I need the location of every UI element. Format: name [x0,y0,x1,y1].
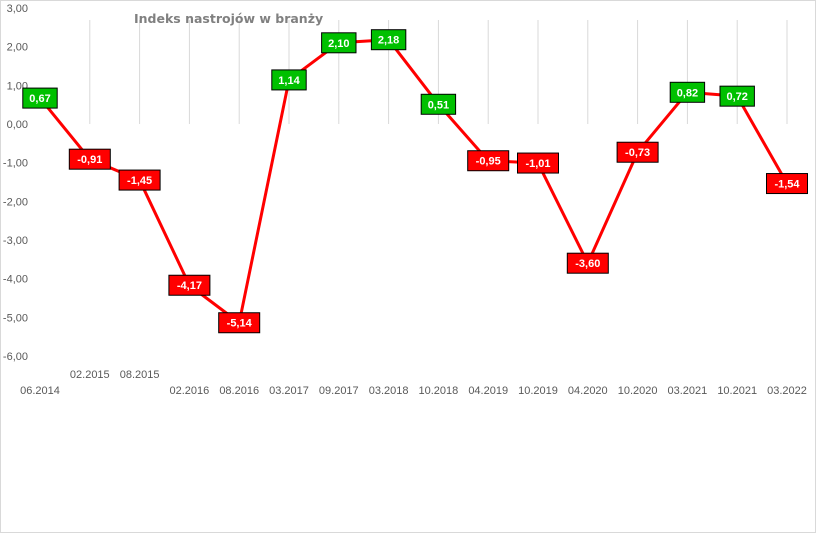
x-tick-label: 10.2020 [618,385,658,397]
series-line [38,38,789,325]
x-tick-label: 06.2014 [20,385,60,397]
x-tick-label: 03.2017 [269,385,309,397]
data-label-text: -1,01 [525,158,550,170]
data-label: 0,72 [719,85,755,107]
data-label-text: -1,45 [127,175,152,187]
data-label: -1,45 [118,169,161,191]
data-label-text: 2,18 [378,35,399,47]
data-label: -1,54 [766,173,808,195]
data-label: -0,73 [616,141,659,163]
y-tick-label: -5,00 [3,312,28,324]
x-tick-label: 03.2022 [767,385,807,397]
data-label: -4,17 [168,274,211,296]
chart-title: Indeks nastrojów w branży [134,11,323,26]
x-tick-label: 02.2015 [70,369,110,381]
y-tick-label: -4,00 [3,274,28,286]
data-label-text: -0,91 [77,154,102,166]
data-label-box [370,29,407,51]
y-tick-label: -1,00 [3,158,28,170]
data-label-text: 0,82 [677,87,698,99]
data-label-box [669,81,706,103]
data-label-box [168,274,211,296]
data-label-box [616,141,659,163]
data-label: -1,01 [517,152,559,174]
data-label: -5,14 [218,312,261,334]
x-tick-label: 03.2021 [668,385,708,397]
data-label: 1,14 [271,69,307,91]
y-tick-label: -3,00 [3,235,28,247]
gridlines [89,20,788,124]
data-label: 0,67 [22,87,58,109]
y-tick-label: -6,00 [3,351,28,363]
x-tick-label: 08.2016 [219,385,259,397]
y-axis-ticks: 3,002,001,000,00-1,00-2,00-3,00-4,00-5,0… [3,3,28,363]
data-label-text: 2,10 [328,38,349,50]
data-label-box [517,152,559,174]
x-tick-label: 04.2019 [468,385,508,397]
x-tick-label: 10.2021 [717,385,757,397]
data-label: 0,82 [669,81,706,103]
data-label-box [566,252,609,274]
data-label-box [218,312,261,334]
y-tick-label: 2,00 [7,42,28,54]
data-labels: 0,67 -0,91 -1,45 -4,17 -5,14 1,14 2,10 2,18 0,51… [22,29,808,334]
x-axis-ticks: 06.2014 02.2015 08.2015 02.2016 08.2016 03.20… [20,369,807,397]
x-tick-label: 10.2018 [419,385,459,397]
data-label-box [118,169,161,191]
x-tick-label: 04.2020 [568,385,608,397]
x-tick-label: 03.2018 [369,385,409,397]
x-tick-label: 02.2016 [170,385,210,397]
x-tick-label: 08.2015 [120,369,160,381]
series-polyline [38,38,789,325]
data-label-text: -0,95 [476,156,501,168]
data-label: 0,51 [420,93,457,115]
x-tick-label: 09.2017 [319,385,359,397]
data-label-text: 0,67 [29,93,50,105]
data-label-box [68,148,111,170]
data-label-text: -1,54 [774,179,800,191]
data-label-text: 0,51 [428,99,449,111]
data-label-box [22,87,58,109]
data-label-box [467,150,510,172]
data-label: -0,95 [467,150,510,172]
data-label: 2,10 [321,32,357,54]
data-label: -3,60 [566,252,609,274]
y-tick-label: 3,00 [7,3,28,15]
y-tick-label: -2,00 [3,196,28,208]
y-tick-label: 0,00 [7,119,28,131]
x-tick-label: 10.2019 [518,385,558,397]
data-label: -0,91 [68,148,111,170]
data-label-box [321,32,357,54]
data-label-text: 0,72 [726,91,747,103]
data-label-text: -4,17 [177,280,202,292]
data-label-text: 1,14 [278,75,300,87]
data-label-text: -0,73 [625,147,650,159]
data-label-text: -5,14 [227,318,253,330]
data-label-box [719,85,755,107]
data-label: 2,18 [370,29,407,51]
data-label-text: -3,60 [575,258,600,270]
data-label-box [766,173,808,195]
data-label-box [271,69,307,91]
data-label-box [420,93,457,115]
